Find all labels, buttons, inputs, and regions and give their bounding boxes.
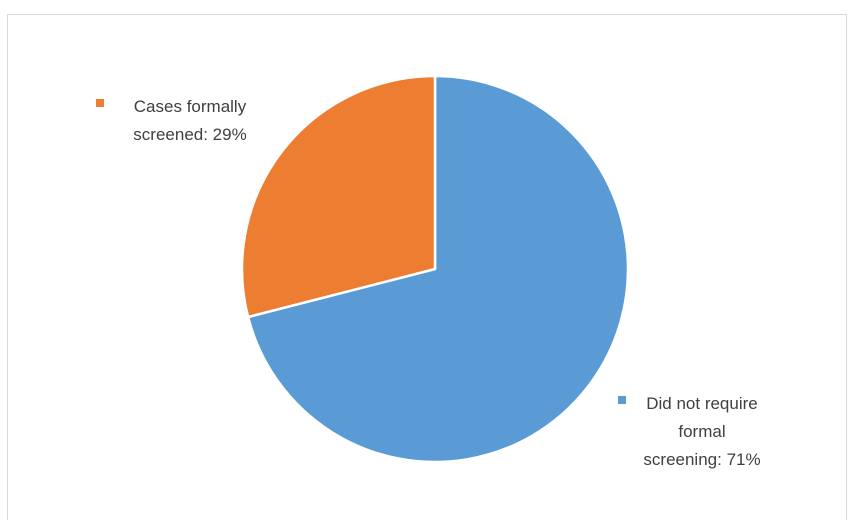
- data-label-text: Did not require: [646, 394, 758, 413]
- data-label-text: screening: 71%: [643, 450, 760, 469]
- data-label-text: formal: [678, 422, 725, 441]
- data-label-text: screened: 29%: [133, 125, 246, 144]
- pie-data-labels: Did not require formal screening: 71% Cases…: [96, 97, 761, 469]
- pie-slice-did-not-require-formal-screening: [246, 74, 630, 464]
- data-label-cases-formally-screened: Cases formally screened: 29%: [96, 97, 247, 144]
- data-label-did-not-require-formal-screening: Did not require formal screening: 71%: [618, 394, 761, 469]
- data-label-marker: [618, 396, 626, 404]
- pie-slices: [240, 74, 630, 464]
- data-label-text: Cases formally: [134, 97, 247, 116]
- data-label-marker: [96, 99, 104, 107]
- pie-slice-cases-formally-screened: [240, 74, 437, 319]
